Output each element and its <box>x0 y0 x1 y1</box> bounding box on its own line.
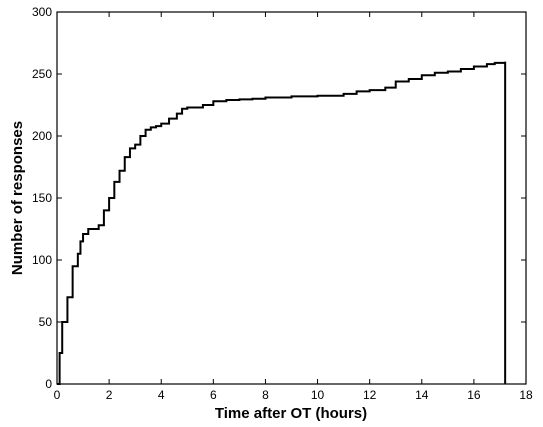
x-tick-label: 14 <box>415 388 429 402</box>
x-tick-label: 16 <box>467 388 481 402</box>
response-count-line <box>57 61 507 385</box>
x-tick-label: 6 <box>210 388 217 402</box>
x-tick-label: 2 <box>106 388 113 402</box>
y-tick-label: 150 <box>32 191 52 205</box>
y-tick-label: 100 <box>32 253 52 267</box>
y-axis-label: Number of responses <box>9 121 26 275</box>
axis-ticks: 0 2 4 6 8 10 12 14 16 18 0 50 100 150 200 250 300 <box>32 5 533 402</box>
y-tick-label: 250 <box>32 67 52 81</box>
y-tick-label: 300 <box>32 5 52 19</box>
y-tick-label: 50 <box>39 315 53 329</box>
x-tick-label: 0 <box>54 388 61 402</box>
x-tick-label: 12 <box>363 388 377 402</box>
y-tick-label: 0 <box>45 377 52 391</box>
x-tick-label: 10 <box>311 388 325 402</box>
x-tick-label: 4 <box>158 388 165 402</box>
x-axis-label: Time after OT (hours) <box>215 405 367 422</box>
y-tick-label: 200 <box>32 129 52 143</box>
x-tick-label: 18 <box>519 388 533 402</box>
x-tick-label: 8 <box>262 388 269 402</box>
plot-frame <box>56 11 527 385</box>
